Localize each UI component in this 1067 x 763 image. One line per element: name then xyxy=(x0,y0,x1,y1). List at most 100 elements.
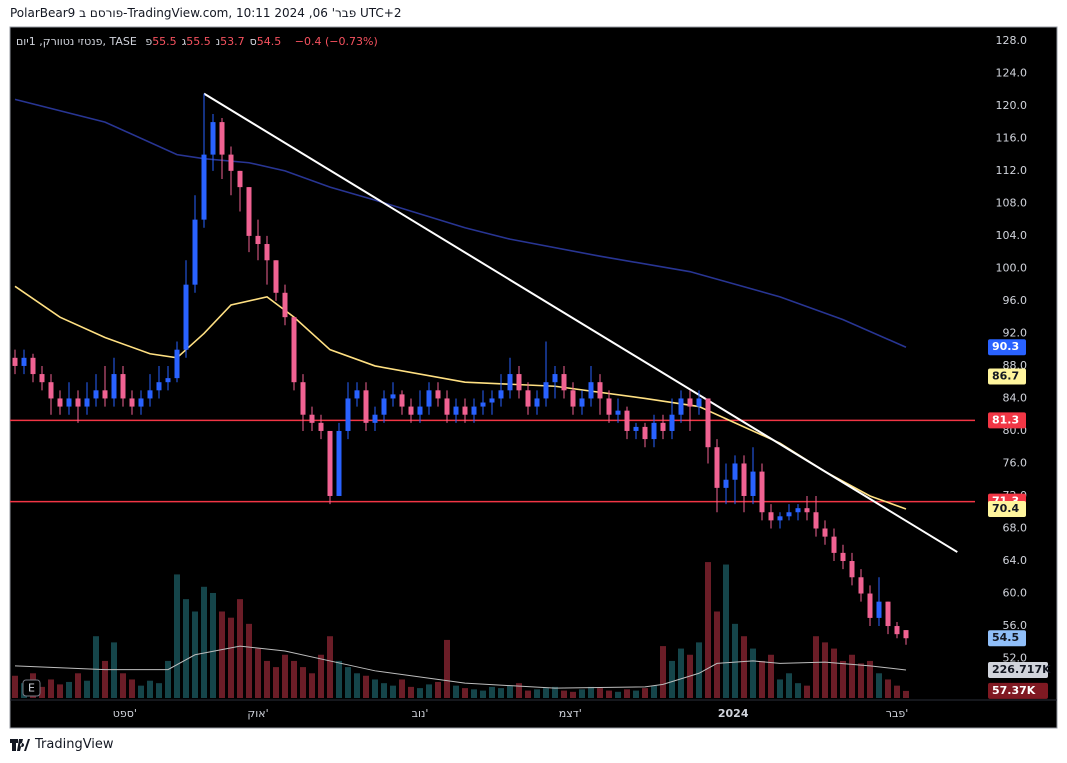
volume-bar xyxy=(156,683,162,698)
volume-bar xyxy=(318,654,324,698)
candle-body xyxy=(786,512,792,517)
volume-bar xyxy=(804,685,810,698)
volume-bar xyxy=(93,636,99,698)
price-tag-label: 70.4 xyxy=(992,502,1019,515)
candle-body xyxy=(273,260,279,293)
candle-body xyxy=(21,357,27,366)
legend-value: 54.5 xyxy=(256,35,282,48)
header: PolarBear9 פורסם ב-TradingView.com, פבר'… xyxy=(10,6,402,20)
candle-body xyxy=(597,382,603,399)
change: −0.4 (−0.73%) xyxy=(294,35,378,48)
candle-body xyxy=(579,398,585,407)
volume-bar xyxy=(786,673,792,698)
y-tick-label: 124.0 xyxy=(996,66,1028,79)
volume-bar xyxy=(768,654,774,698)
volume-bar xyxy=(66,681,72,698)
candle-body xyxy=(12,357,18,366)
x-tick-label: נוב' xyxy=(412,707,429,720)
volume-bar xyxy=(84,680,90,698)
candle-body xyxy=(219,122,225,155)
candle-body xyxy=(696,398,702,407)
price-tag-box xyxy=(988,630,1026,647)
volume-bar xyxy=(210,592,216,698)
volume-bar xyxy=(624,689,630,698)
y-tick-label: 60.0 xyxy=(1003,587,1028,600)
candle-body xyxy=(156,382,162,391)
volume-bar xyxy=(597,688,603,698)
candle-body xyxy=(588,382,594,399)
legend-key: ס xyxy=(249,35,257,48)
volume-bar xyxy=(444,639,450,698)
x-tick-label: 2024 xyxy=(718,707,749,720)
volume-ma-line xyxy=(14,645,907,689)
legend-value: 55.5 xyxy=(152,35,177,48)
candle-body xyxy=(399,394,405,407)
volume-bar xyxy=(552,686,558,698)
y-tick-label: 68.0 xyxy=(1003,521,1028,534)
volume-bar xyxy=(219,611,225,698)
candle-body xyxy=(57,398,63,407)
volume-bar xyxy=(336,660,342,698)
price-tag-box xyxy=(988,682,1048,699)
volume-bar xyxy=(480,690,486,698)
candle-body xyxy=(507,374,513,391)
candle-body xyxy=(606,398,612,415)
volume-bar xyxy=(741,636,747,698)
candle-body xyxy=(201,154,207,220)
candle-body xyxy=(192,219,198,285)
price-tag-label: 226.717K xyxy=(992,663,1051,676)
volume-bar xyxy=(48,679,54,698)
candle-body xyxy=(723,479,729,488)
candle-body xyxy=(237,170,243,188)
volume-bar xyxy=(291,660,297,698)
candle-body xyxy=(552,374,558,383)
candle-body xyxy=(669,414,675,431)
volume-bar xyxy=(138,685,144,698)
volume-bar xyxy=(885,679,891,698)
y-tick-label: 116.0 xyxy=(996,131,1028,144)
volume-bar xyxy=(705,562,711,698)
indicator-badge-box[interactable] xyxy=(22,679,41,697)
volume-bar xyxy=(435,681,441,698)
y-tick-label: 120.0 xyxy=(996,99,1028,112)
candle-body xyxy=(480,402,486,407)
candle-body xyxy=(750,471,756,496)
volume-bar xyxy=(750,648,756,698)
ohlc: פ55.5 ג55.5 נ53.7 ס54.5 xyxy=(145,35,286,48)
price-tag-label: 90.3 xyxy=(992,340,1019,353)
volume-bar xyxy=(759,660,765,698)
y-tick-label: 104.0 xyxy=(996,229,1028,242)
volume-bar xyxy=(354,673,360,698)
volume-bar xyxy=(651,685,657,698)
x-tick-label: ספט' xyxy=(113,707,137,720)
candle-body xyxy=(363,390,369,423)
y-tick-label: 100.0 xyxy=(996,261,1028,274)
candle-body xyxy=(138,398,144,407)
candle-body xyxy=(327,430,333,496)
candle-body xyxy=(525,390,531,407)
price-tag-box xyxy=(988,500,1026,517)
x-tick-label: פבר' xyxy=(886,707,908,720)
volume-pane xyxy=(12,562,909,698)
candle-body xyxy=(849,561,855,578)
volume-bar xyxy=(129,679,135,698)
indicator-badge[interactable]: E xyxy=(28,682,35,695)
x-tick-label: דצמ' xyxy=(559,707,582,720)
y-tick-label: 56.0 xyxy=(1003,619,1028,632)
volume-bar xyxy=(516,683,522,698)
candle-body xyxy=(759,471,765,513)
candle-body xyxy=(417,406,423,415)
volume-bar xyxy=(777,679,783,698)
volume-bar xyxy=(273,667,279,698)
volume-bar xyxy=(534,689,540,698)
legend-key: נ xyxy=(215,35,221,48)
candle-body xyxy=(264,244,270,261)
candle-body xyxy=(741,463,747,496)
volume-bar xyxy=(228,617,234,698)
footer: TradingView xyxy=(10,737,114,752)
legend-key: פ xyxy=(145,35,153,48)
candle-body xyxy=(48,382,54,399)
volume-bar xyxy=(75,673,81,698)
volume-bar xyxy=(363,675,369,698)
